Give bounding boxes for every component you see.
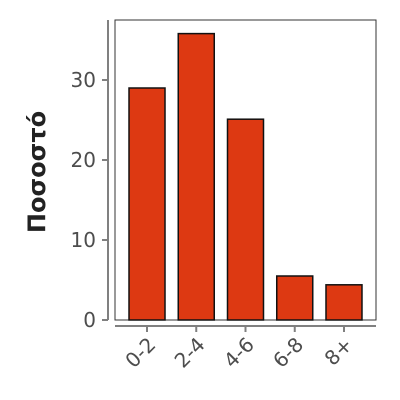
y-tick-label: 30 (71, 68, 96, 92)
x-tick-label: 0-2 (120, 332, 160, 372)
y-tick-label: 0 (83, 308, 96, 332)
x-tick-label: 2-4 (170, 332, 210, 372)
bar (177, 32, 216, 321)
bar (226, 118, 265, 321)
y-tick-label: 20 (71, 148, 96, 172)
bar (128, 87, 166, 321)
y-tick-label: 10 (71, 228, 96, 252)
bar (275, 275, 314, 321)
x-tick-label: 4-6 (219, 332, 259, 372)
bar (325, 284, 363, 321)
y-axis-title: Ποσοστό (23, 111, 51, 233)
x-tick-label: 6-8 (268, 332, 308, 372)
x-tick-label: 8+ (320, 332, 358, 370)
